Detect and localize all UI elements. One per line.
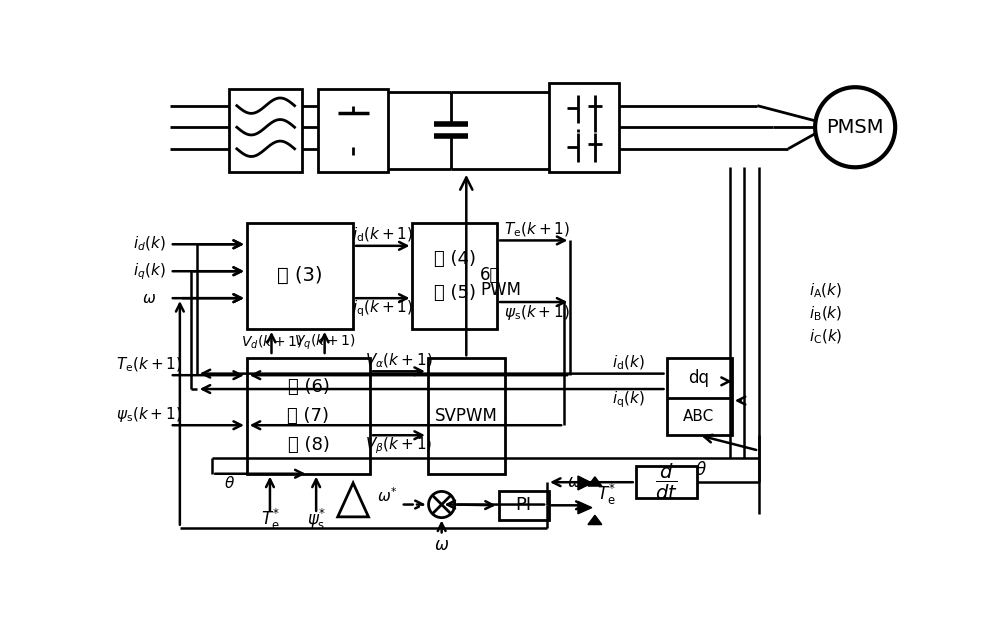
- Text: 6路: 6路: [480, 266, 501, 284]
- Text: PMSM: PMSM: [826, 118, 884, 137]
- Text: $V_d(k+1)$: $V_d(k+1)$: [241, 333, 302, 351]
- Text: 式 (7): 式 (7): [287, 407, 329, 425]
- Text: $T_{\mathrm{e}}(k+1)$: $T_{\mathrm{e}}(k+1)$: [116, 355, 182, 374]
- Bar: [636, 466, 697, 499]
- Text: $\omega$: $\omega$: [142, 291, 156, 306]
- Bar: [499, 490, 549, 520]
- Text: $V_{\alpha}(k+1)$: $V_{\alpha}(k+1)$: [365, 351, 432, 370]
- Text: 式 (3): 式 (3): [277, 266, 323, 285]
- Text: $\dfrac{d}{dt}$: $\dfrac{d}{dt}$: [655, 462, 678, 502]
- Bar: [229, 89, 302, 172]
- Text: $\omega$: $\omega$: [567, 473, 582, 491]
- Text: $i_{\mathrm{d}}(k)$: $i_{\mathrm{d}}(k)$: [612, 354, 644, 372]
- Bar: [247, 358, 370, 474]
- Text: $i_d(k)$: $i_d(k)$: [133, 235, 165, 253]
- Text: $V_{\beta}(k+1)$: $V_{\beta}(k+1)$: [365, 436, 432, 456]
- Text: $i_{\mathrm{q}}(k+1)$: $i_{\mathrm{q}}(k+1)$: [352, 299, 413, 319]
- Bar: [318, 89, 388, 172]
- Text: $\psi_{\mathrm{s}}(k+1)$: $\psi_{\mathrm{s}}(k+1)$: [116, 405, 182, 424]
- Polygon shape: [588, 477, 602, 486]
- Text: $T_{\mathrm{e}}^{*}$: $T_{\mathrm{e}}^{*}$: [597, 482, 616, 507]
- Text: $i_{\mathrm{B}}(k)$: $i_{\mathrm{B}}(k)$: [809, 305, 842, 323]
- Text: $\psi_{\mathrm{s}}(k+1)$: $\psi_{\mathrm{s}}(k+1)$: [504, 303, 570, 323]
- Bar: [412, 223, 497, 329]
- Text: $T_{\mathrm{e}}(k+1)$: $T_{\mathrm{e}}(k+1)$: [504, 220, 570, 239]
- Text: dq: dq: [688, 369, 709, 388]
- Bar: [549, 82, 619, 172]
- Text: $i_{\mathrm{q}}(k)$: $i_{\mathrm{q}}(k)$: [612, 389, 644, 410]
- Text: 式 (5): 式 (5): [434, 284, 476, 302]
- Text: $\omega$: $\omega$: [434, 535, 449, 553]
- Text: $i_{\mathrm{d}}(k+1)$: $i_{\mathrm{d}}(k+1)$: [352, 226, 413, 244]
- Bar: [247, 223, 353, 329]
- Text: PWM: PWM: [480, 281, 521, 300]
- Polygon shape: [578, 476, 592, 490]
- Text: $V_q(k+1)$: $V_q(k+1)$: [294, 333, 355, 352]
- Bar: [666, 358, 732, 436]
- Polygon shape: [588, 515, 602, 525]
- Text: SVPWM: SVPWM: [435, 407, 498, 425]
- Text: 式 (8): 式 (8): [288, 436, 329, 454]
- Bar: [428, 358, 505, 474]
- Text: $i_q(k)$: $i_q(k)$: [133, 261, 165, 281]
- Text: $\theta$: $\theta$: [695, 461, 707, 479]
- Text: $T_{\mathrm{e}}^{*}$: $T_{\mathrm{e}}^{*}$: [261, 507, 279, 532]
- Text: PI: PI: [515, 496, 531, 514]
- Text: 式 (6): 式 (6): [288, 378, 329, 396]
- Text: 式 (4): 式 (4): [434, 250, 476, 268]
- Text: $i_{\mathrm{A}}(k)$: $i_{\mathrm{A}}(k)$: [809, 281, 842, 300]
- Polygon shape: [578, 502, 592, 514]
- Text: $\theta$: $\theta$: [224, 475, 235, 491]
- Text: ABC: ABC: [683, 409, 714, 424]
- Text: $i_{\mathrm{C}}(k)$: $i_{\mathrm{C}}(k)$: [809, 328, 842, 346]
- Text: $\omega^{*}$: $\omega^{*}$: [377, 486, 397, 505]
- Text: $\psi_{\mathrm{s}}^{*}$: $\psi_{\mathrm{s}}^{*}$: [307, 507, 326, 532]
